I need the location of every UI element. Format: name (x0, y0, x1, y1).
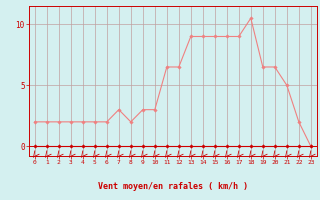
X-axis label: Vent moyen/en rafales ( km/h ): Vent moyen/en rafales ( km/h ) (98, 182, 248, 191)
